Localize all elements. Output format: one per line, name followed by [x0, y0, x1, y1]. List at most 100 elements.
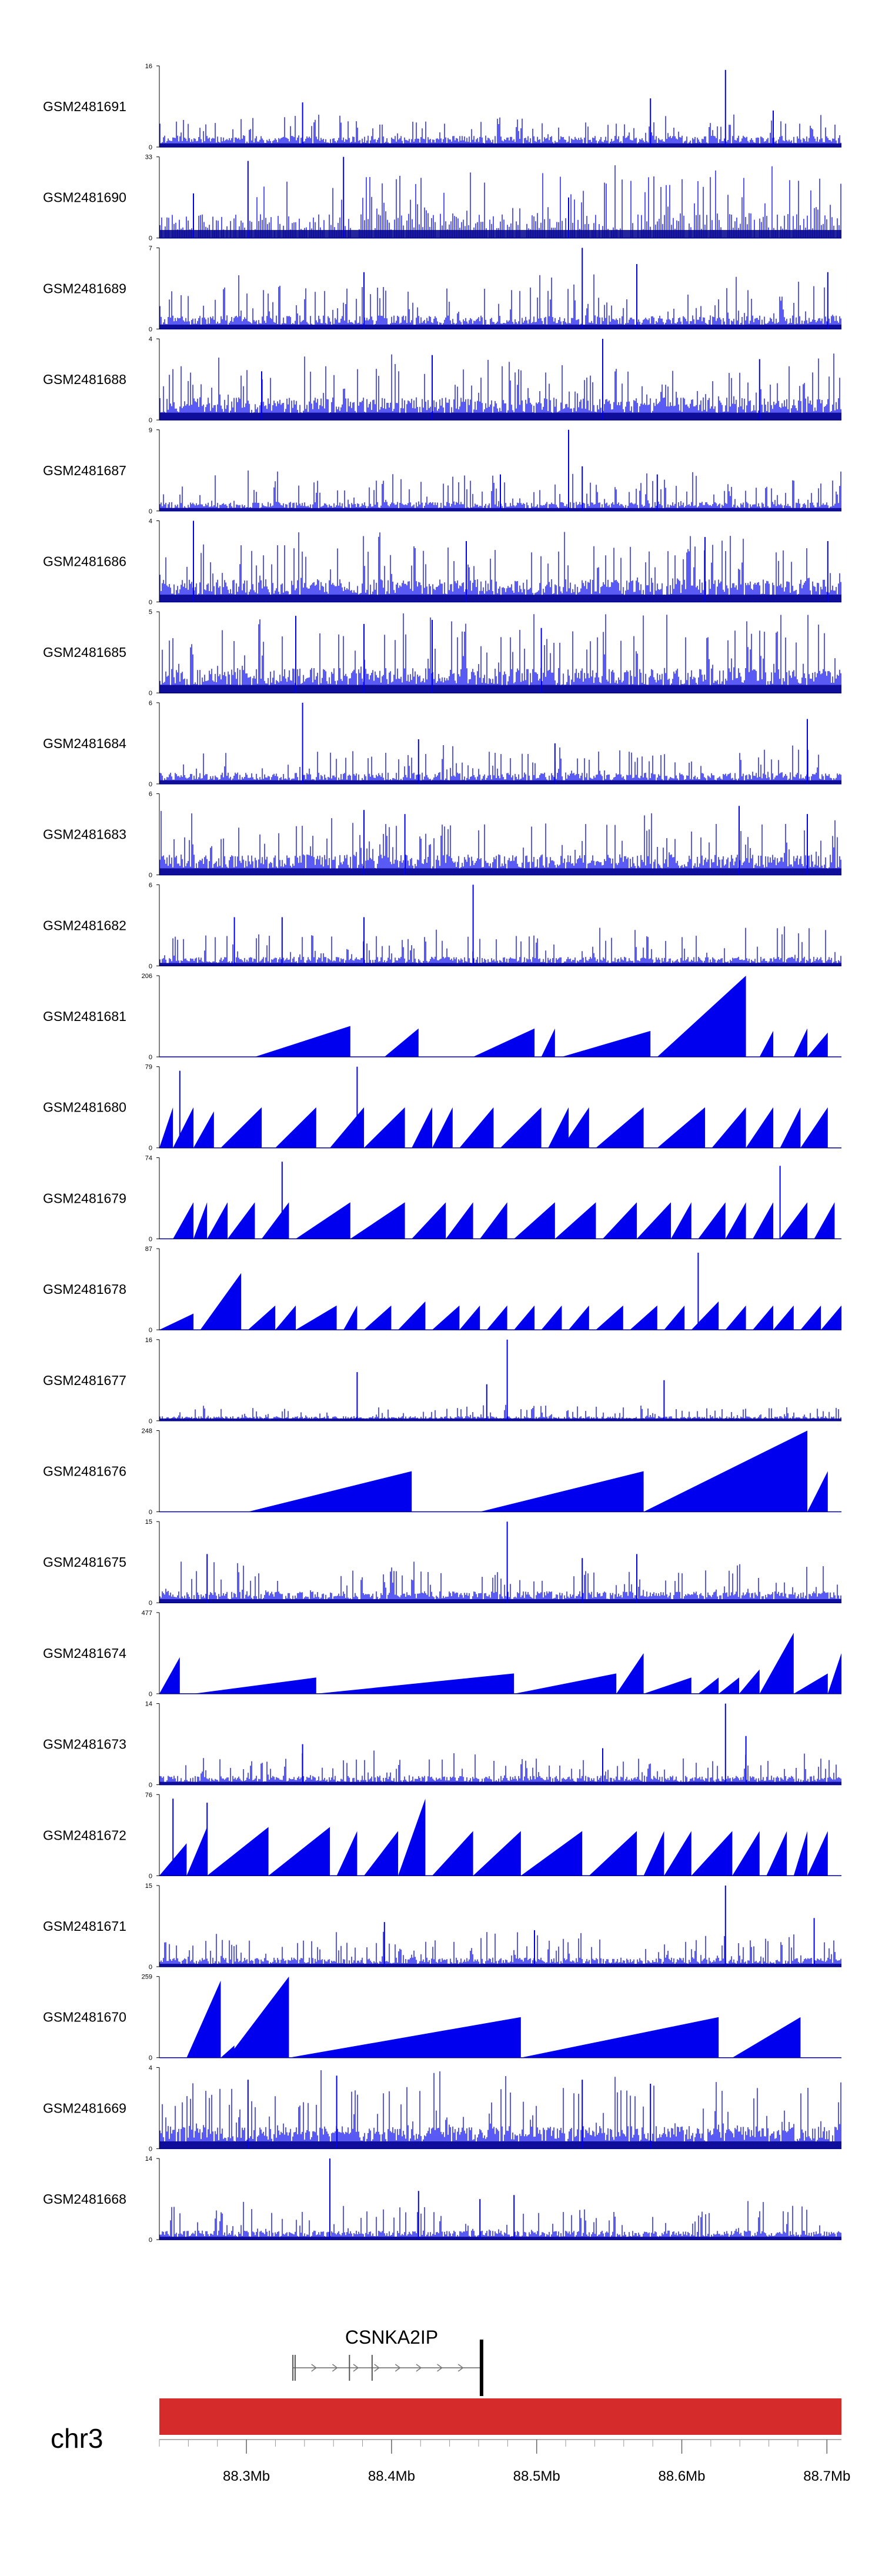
signal-peak [186, 1827, 208, 1876]
signal-baseline [159, 230, 841, 238]
signal-peak [671, 1202, 691, 1239]
signal-peak [289, 2017, 521, 2058]
y-max-label: 259 [142, 1974, 152, 1981]
signal-peak [520, 1831, 583, 1876]
track-label: GSM2481685 [43, 645, 126, 660]
y-min-label: 0 [149, 1964, 152, 1971]
signal-bars [159, 926, 841, 966]
signal-baseline [159, 2141, 841, 2149]
y-max-label: 79 [145, 1064, 152, 1071]
track-GSM2481675: GSM2481675 15 0 [43, 1519, 841, 1607]
signal-peak [657, 976, 746, 1057]
track-GSM2481671: GSM2481671 15 0 [43, 1883, 841, 1971]
track-label: GSM2481676 [43, 1464, 126, 1479]
signal-peak [541, 1305, 562, 1330]
track-label: GSM2481673 [43, 1737, 126, 1752]
signal-baseline [159, 1599, 841, 1603]
y-max-label: 15 [145, 1883, 152, 1890]
signal-peak [173, 1107, 193, 1148]
signal-peak [248, 1471, 412, 1512]
y-max-label: 16 [145, 63, 152, 70]
y-max-label: 4 [149, 2064, 152, 2071]
signal-peak [432, 1305, 460, 1330]
y-max-label: 477 [142, 1610, 152, 1617]
gene-track: CSNKA2IP [292, 2327, 483, 2396]
signal-peak [296, 1202, 350, 1239]
signal-baseline [159, 868, 841, 875]
signal-peak [732, 2017, 801, 2058]
signal-bars [159, 1404, 841, 1421]
signal-peak [159, 1657, 180, 1694]
signal-peak [207, 1827, 269, 1876]
signal-peak [821, 1305, 841, 1330]
gene-strand-arrow [353, 2364, 359, 2372]
signal-peak [780, 1202, 807, 1239]
signal-peak [350, 1202, 405, 1239]
signal-peak [691, 1831, 733, 1876]
y-max-label: 4 [149, 336, 152, 343]
signal-peak [412, 1107, 432, 1148]
signal-peak [364, 1831, 398, 1876]
chromosome-ideogram [159, 2398, 841, 2435]
signal-peak [548, 1107, 569, 1148]
signal-peak [725, 1305, 746, 1330]
y-min-label: 0 [149, 1145, 152, 1152]
y-min-label: 0 [149, 599, 152, 606]
signal-peak [562, 1107, 589, 1148]
y-max-label: 15 [145, 1519, 152, 1526]
signal-peak [159, 1107, 173, 1148]
y-max-label: 4 [149, 518, 152, 525]
y-min-label: 0 [149, 326, 152, 333]
signal-peak [275, 1107, 316, 1148]
y-max-label: 6 [149, 791, 152, 798]
track-label: GSM2481689 [43, 281, 126, 296]
signal-bars [159, 165, 841, 238]
gene-strand-arrow [332, 2364, 338, 2372]
track-label: GSM2481680 [43, 1100, 126, 1115]
signal-peak [603, 1202, 637, 1239]
track-label: GSM2481679 [43, 1190, 126, 1206]
signal-peak [480, 1471, 644, 1512]
axis-tick-label: 88.6Mb [658, 2468, 705, 2484]
signal-peak [643, 1430, 807, 1512]
signal-peak [220, 1107, 262, 1148]
y-max-label: 9 [149, 427, 152, 434]
signal-baseline [159, 685, 841, 693]
signal-peak [262, 1202, 289, 1239]
gene-model [292, 2340, 483, 2396]
track-GSM2481670: GSM2481670 259 0 [43, 1974, 841, 2062]
signal-peak [643, 1831, 664, 1876]
signal-peak [793, 1028, 807, 1057]
genome-axis: 88.3Mb 88.4Mb 88.5Mb 88.6Mb 88.7Mb [159, 2439, 850, 2484]
y-max-label: 76 [145, 1791, 152, 1798]
signal-peak [732, 1831, 760, 1876]
signal-bars [159, 1750, 841, 1785]
signal-peak [773, 1305, 794, 1330]
signal-baseline [159, 1964, 841, 1967]
track-label: GSM2481670 [43, 2010, 126, 2025]
signal-peak [459, 1305, 480, 1330]
signal-bars [159, 613, 841, 693]
track-GSM2481673: GSM2481673 14 0 [43, 1701, 841, 1789]
y-max-label: 7 [149, 245, 152, 252]
signal-baseline [159, 2237, 841, 2240]
signal-peak [316, 1673, 514, 1694]
signal-peak [759, 1030, 773, 1057]
signal-baseline [159, 412, 841, 421]
y-min-label: 0 [149, 2055, 152, 2062]
y-max-label: 74 [145, 1154, 152, 1162]
signal-peak [698, 1677, 719, 1694]
signal-bars [159, 1561, 841, 1603]
signal-peak [691, 1301, 719, 1330]
signal-peak [384, 1028, 419, 1057]
signal-peak [193, 1202, 208, 1239]
signal-peak [562, 1030, 651, 1057]
track-GSM2481690: GSM2481690 33 0 [43, 154, 841, 242]
signal-peak [336, 1831, 358, 1876]
signal-peak [446, 1202, 473, 1239]
signal-peak [398, 1301, 426, 1330]
track-label: GSM2481686 [43, 554, 126, 569]
track-label: GSM2481690 [43, 190, 126, 205]
signal-baseline [159, 324, 841, 329]
signal-peak [364, 1107, 405, 1148]
